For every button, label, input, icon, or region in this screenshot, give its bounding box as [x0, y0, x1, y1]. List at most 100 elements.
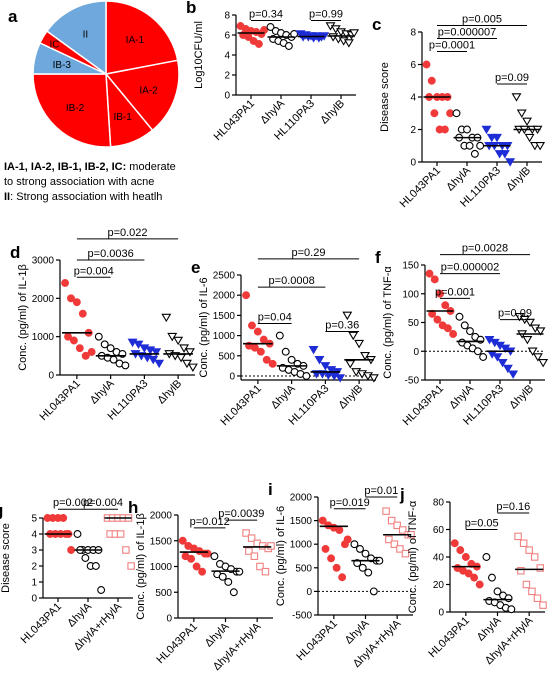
data-point-j-1-9: [507, 605, 516, 614]
data-point-e-1-9: [302, 372, 311, 380]
data-point-e-3-9: [368, 374, 379, 383]
y-tick-label-g-4: 4: [31, 530, 37, 541]
panel-g-scatter: g012345Disease scoreHL043PA1ΔhylAΔhylA+r…: [0, 497, 135, 653]
category-label-i-0: HL043PA1: [294, 618, 340, 664]
data-point-b-0-8: [254, 40, 263, 48]
data-point-f-1-9: [479, 353, 488, 361]
y-tick-label-e-4: 2000: [213, 291, 236, 302]
y-tick-label-h-0: 0: [166, 614, 172, 625]
data-point-f-3-7: [527, 347, 538, 356]
data-point-e-1-2: [287, 355, 296, 364]
y-tick-label-i-2: 500: [295, 563, 312, 574]
data-point-g-2-9: [127, 562, 135, 570]
data-point-c-0-9: [446, 109, 455, 118]
panel-letter-j: j: [399, 485, 405, 504]
data-point-j-1-2: [493, 587, 502, 596]
data-point-i-0-9: [343, 535, 352, 544]
p-value-d-0: p=0.004: [74, 265, 114, 277]
panel-j-scatter: j 0 20 40 60 80 Conc. (pg/ml) of TNF-α HL043PA1…: [399, 485, 547, 667]
y-tick-label-f-4: 150: [402, 261, 419, 272]
p-value-g-0: p=0.002: [53, 497, 93, 509]
y-tick-label-f-0: -50: [405, 376, 420, 387]
data-point-g-1-8: [91, 562, 100, 570]
y-tick-label-c-0: 0: [410, 158, 416, 169]
data-point-i-0-6: [327, 554, 336, 563]
data-point-c-1-7: [465, 141, 474, 150]
data-point-f-3-4: [535, 327, 546, 336]
data-point-g-1-9: [97, 586, 106, 594]
y-axis-title-f: Conc. (pg/ml) of TNF-α: [382, 266, 394, 379]
data-point-h-0-7: [192, 562, 201, 571]
p-value-b-0: p=0.34: [249, 9, 283, 21]
y-tick-label-c-4: 8: [410, 28, 416, 39]
data-point-b-3-8: [343, 39, 354, 48]
y-tick-label-h-2: 1000: [150, 562, 173, 573]
pie-label-ia-1: IA-1: [126, 35, 145, 46]
category-label-e-3: ΔhylB: [336, 383, 365, 412]
data-point-f-2-9: [508, 370, 519, 379]
pie-legend-line-1-bold: IA-1, IA-2, IB-1, IB-2, IC:: [4, 161, 126, 173]
p-value-d-2: p=0.022: [107, 227, 147, 239]
pie-label-ii: II: [83, 30, 89, 41]
data-point-e-0-7: [256, 347, 265, 356]
p-value-h-1: p=0.0039: [218, 508, 264, 520]
data-point-j-1-1: [488, 573, 496, 582]
data-point-f-0-9: [449, 330, 458, 338]
data-point-j-0-8: [470, 573, 479, 582]
category-label-b-3: ΔhylB: [318, 98, 347, 127]
data-point-c-0-1: [427, 76, 436, 85]
panel-letter-c: c: [372, 15, 381, 34]
p-value-h-0: p=0.012: [190, 516, 230, 528]
data-point-c-1-9: [476, 141, 485, 150]
data-point-f-0-2: [436, 289, 444, 298]
y-axis-title-d: Conc. (pg/ml) of IL-1β: [17, 264, 29, 371]
data-point-f-0-8: [443, 324, 452, 333]
p-value-j-1: p=0.16: [496, 501, 530, 513]
data-point-d-1-9: [121, 361, 130, 370]
data-point-f-0-3: [441, 301, 450, 310]
data-point-d-0-6: [69, 336, 78, 345]
data-point-f-3-8: [532, 353, 543, 362]
y-axis-title-i: Conc. (pg/ml) of IL-6: [275, 506, 287, 606]
panel-letter-g: g: [0, 501, 3, 520]
data-point-f-0-0: [425, 269, 434, 278]
data-point-j-0-2: [461, 553, 470, 561]
data-point-h-2-8: [261, 567, 270, 576]
y-tick-label-j-3: 60: [433, 525, 445, 536]
data-point-j-2-1: [519, 539, 528, 547]
data-point-g-0-3: [59, 514, 68, 522]
p-value-e-0: p=0.04: [258, 311, 292, 323]
data-point-e-3-0: [342, 311, 353, 321]
data-point-d-0-2: [72, 298, 81, 307]
data-point-g-0-9: [67, 546, 76, 554]
data-point-g-1-0: [73, 530, 82, 538]
data-point-j-2-8: [533, 594, 542, 602]
data-point-h-0-8: [198, 567, 207, 576]
y-tick-label-b-4: 8: [224, 11, 230, 22]
y-tick-label-i-3: 1000: [290, 540, 313, 551]
data-point-d-1-0: [94, 332, 103, 341]
data-point-e-3-2: [354, 339, 365, 349]
p-value-j-0: p=0.05: [465, 518, 499, 530]
data-point-e-2-2: [320, 362, 331, 371]
p-value-i-1: p=0.01: [364, 485, 398, 497]
p-value-g-1: p=0.004: [83, 497, 123, 509]
pie-legend-line-3-bold: II: [4, 191, 10, 203]
y-tick-label-d-3: 3000: [32, 256, 55, 267]
data-point-i-1-1: [356, 544, 364, 553]
data-point-d-2-9: [154, 359, 165, 369]
y-tick-label-b-2: 4: [224, 51, 230, 62]
data-point-e-0-8: [262, 355, 271, 364]
data-point-i-2-8: [401, 549, 410, 558]
data-point-i-2-2: [393, 521, 401, 530]
y-tick-label-h-3: 1500: [150, 536, 173, 547]
y-tick-label-g-1: 1: [31, 578, 37, 589]
data-point-j-2-6: [522, 580, 531, 589]
data-point-f-3-6: [522, 335, 533, 345]
panel-a-pie: a IA-1 IA-2 IB-1 IB-2 IB-3 IC II IA-1, IA-2, I…: [4, 0, 180, 203]
pie-slice-ii: [45, 0, 107, 76]
data-point-h-1-6: [218, 572, 227, 581]
